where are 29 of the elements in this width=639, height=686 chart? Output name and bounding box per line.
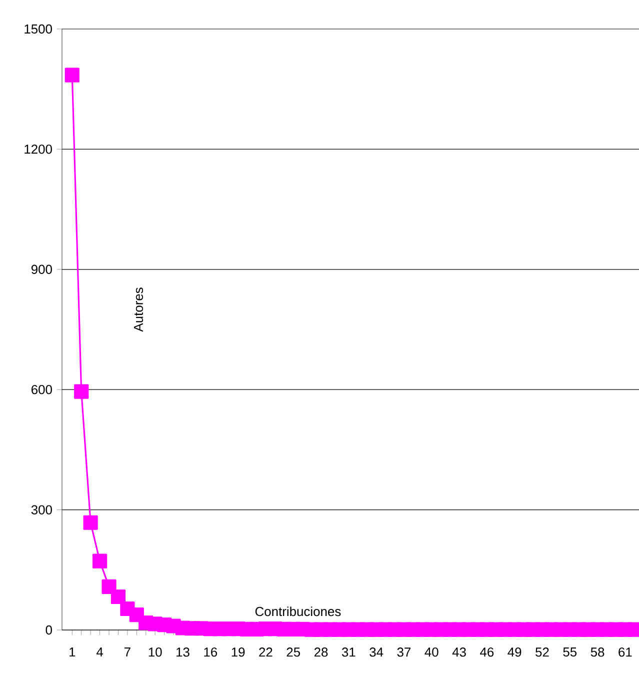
y-tick-label: 600 bbox=[32, 385, 52, 394]
y-tick-label: 0 bbox=[46, 625, 52, 635]
x-tick-label: 55 bbox=[563, 648, 577, 657]
x-tick-label: 25 bbox=[286, 648, 300, 657]
y-tick-label: 1500 bbox=[24, 24, 52, 34]
x-tick-label: 4 bbox=[96, 648, 104, 656]
x-tick-label: 1 bbox=[70, 648, 76, 656]
x-axis-title: Contribuciones bbox=[255, 606, 341, 616]
x-tick-label: 10 bbox=[148, 648, 162, 657]
x-tick-label: 31 bbox=[342, 648, 356, 657]
x-tick-label: 49 bbox=[508, 648, 522, 657]
x-tick-label: 7 bbox=[124, 648, 130, 656]
x-tick-label: 58 bbox=[590, 648, 604, 657]
x-tick-label: 61 bbox=[618, 648, 632, 657]
y-axis-title: Autores bbox=[134, 288, 144, 332]
x-tick-label: 43 bbox=[452, 648, 466, 657]
x-tick-label: 46 bbox=[480, 648, 494, 657]
x-tick-label: 16 bbox=[204, 648, 218, 657]
x-tick-label: 34 bbox=[370, 648, 384, 657]
x-tick-label: 22 bbox=[259, 648, 272, 657]
y-tick-label: 300 bbox=[31, 505, 52, 514]
x-tick-label: 52 bbox=[536, 648, 549, 657]
x-tick-label: 40 bbox=[424, 648, 438, 657]
x-tick-label: 28 bbox=[314, 648, 328, 657]
y-tick-label: 1200 bbox=[24, 144, 52, 154]
x-tick-label: 19 bbox=[232, 648, 245, 657]
x-tick-label: 13 bbox=[176, 648, 190, 657]
x-tick-label: 37 bbox=[397, 648, 411, 657]
y-tick-label: 900 bbox=[31, 264, 52, 274]
